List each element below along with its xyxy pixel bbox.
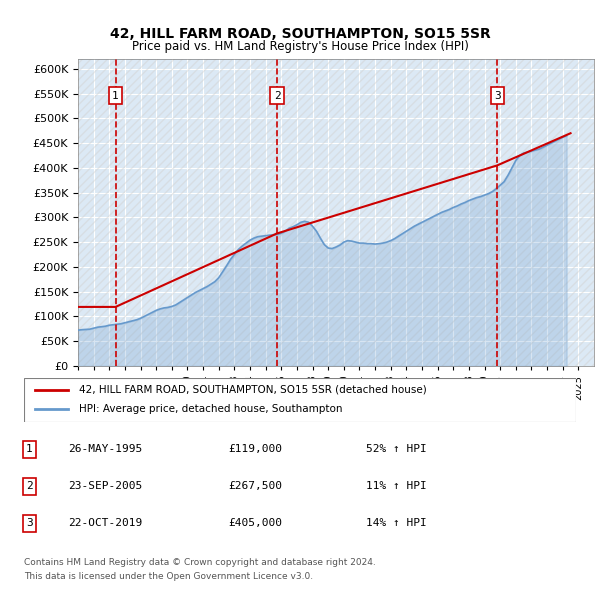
Text: 11% ↑ HPI: 11% ↑ HPI xyxy=(366,481,427,491)
Text: £405,000: £405,000 xyxy=(228,519,282,529)
Text: 23-SEP-2005: 23-SEP-2005 xyxy=(68,481,142,491)
Text: £267,500: £267,500 xyxy=(228,481,282,491)
Text: 2: 2 xyxy=(26,481,33,491)
Text: Contains HM Land Registry data © Crown copyright and database right 2024.: Contains HM Land Registry data © Crown c… xyxy=(24,558,376,566)
Text: 1: 1 xyxy=(26,444,33,454)
Text: 14% ↑ HPI: 14% ↑ HPI xyxy=(366,519,427,529)
Text: 52% ↑ HPI: 52% ↑ HPI xyxy=(366,444,427,454)
Text: This data is licensed under the Open Government Licence v3.0.: This data is licensed under the Open Gov… xyxy=(24,572,313,581)
Text: 42, HILL FARM ROAD, SOUTHAMPTON, SO15 5SR: 42, HILL FARM ROAD, SOUTHAMPTON, SO15 5S… xyxy=(110,27,490,41)
Text: 3: 3 xyxy=(26,519,33,529)
Text: HPI: Average price, detached house, Southampton: HPI: Average price, detached house, Sout… xyxy=(79,405,343,414)
Text: 1: 1 xyxy=(112,91,119,101)
Text: 42, HILL FARM ROAD, SOUTHAMPTON, SO15 5SR (detached house): 42, HILL FARM ROAD, SOUTHAMPTON, SO15 5S… xyxy=(79,385,427,395)
FancyBboxPatch shape xyxy=(24,378,576,422)
Text: 22-OCT-2019: 22-OCT-2019 xyxy=(68,519,142,529)
Text: Price paid vs. HM Land Registry's House Price Index (HPI): Price paid vs. HM Land Registry's House … xyxy=(131,40,469,53)
Text: 3: 3 xyxy=(494,91,500,101)
Text: £119,000: £119,000 xyxy=(228,444,282,454)
Text: 2: 2 xyxy=(274,91,280,101)
Text: 26-MAY-1995: 26-MAY-1995 xyxy=(68,444,142,454)
